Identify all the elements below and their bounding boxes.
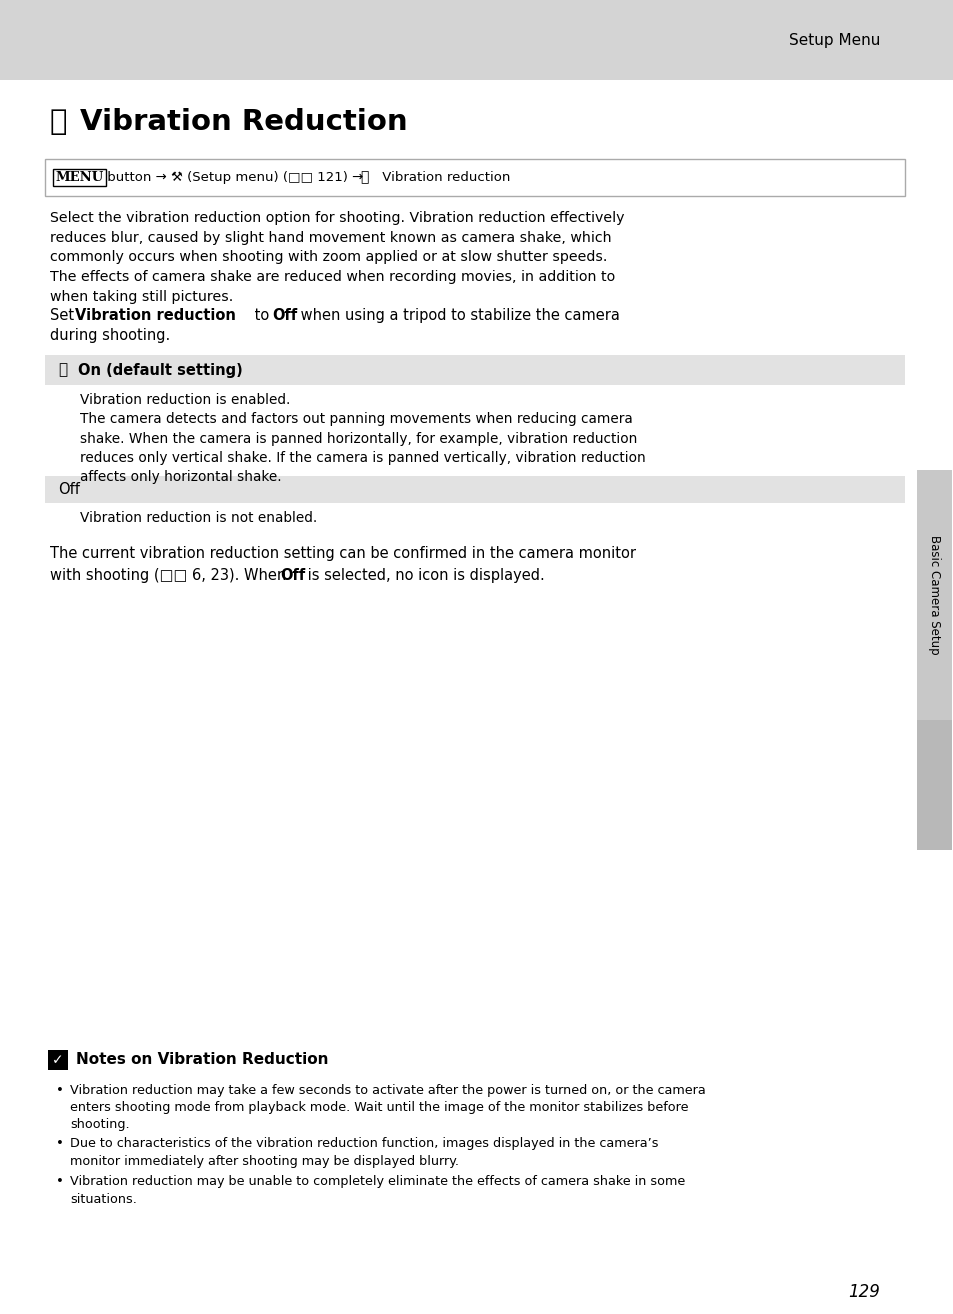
Text: Select the vibration reduction option for shooting. Vibration reduction effectiv: Select the vibration reduction option fo… [50, 212, 624, 304]
Bar [45, 355, 904, 385]
Bar [45, 159, 904, 196]
Text: Ⓒ: Ⓒ [58, 363, 67, 377]
Text: Due to characteristics of the vibration reduction function, images displayed in : Due to characteristics of the vibration … [70, 1138, 658, 1168]
Text: with shooting (□□ 6, 23). When: with shooting (□□ 6, 23). When [50, 568, 291, 583]
Text: Vibration Reduction: Vibration Reduction [80, 108, 407, 137]
Bar [48, 1050, 68, 1070]
Text: Vibration reduction: Vibration reduction [75, 307, 235, 323]
Bar [916, 470, 951, 720]
Text: •: • [56, 1176, 64, 1188]
Text: Setup Menu: Setup Menu [788, 33, 879, 47]
Text: Set: Set [50, 307, 79, 323]
Text: is selected, no icon is displayed.: is selected, no icon is displayed. [303, 568, 544, 583]
Text: Off: Off [272, 307, 297, 323]
Text: Notes on Vibration Reduction: Notes on Vibration Reduction [76, 1053, 328, 1067]
Text: Vibration reduction may be unable to completely eliminate the effects of camera : Vibration reduction may be unable to com… [70, 1176, 684, 1206]
Text: during shooting.: during shooting. [50, 328, 170, 343]
Text: Vibration reduction is enabled.
The camera detects and factors out panning movem: Vibration reduction is enabled. The came… [80, 393, 645, 484]
Text: ✓: ✓ [52, 1053, 64, 1067]
Text: button → ⚒ (Setup menu) (□□ 121) →: button → ⚒ (Setup menu) (□□ 121) → [103, 171, 367, 184]
Text: On (default setting): On (default setting) [78, 363, 242, 377]
Text: Vibration reduction may take a few seconds to activate after the power is turned: Vibration reduction may take a few secon… [70, 1084, 705, 1131]
Text: Off: Off [280, 568, 305, 583]
Text: •: • [56, 1084, 64, 1097]
Text: Basic Camera Setup: Basic Camera Setup [927, 535, 940, 654]
Bar [916, 720, 951, 850]
Bar [45, 476, 904, 503]
Text: The current vibration reduction setting can be confirmed in the camera monitor: The current vibration reduction setting … [50, 547, 636, 561]
Bar [0, 0, 953, 80]
Text: Off: Off [58, 482, 80, 497]
Text: Vibration reduction: Vibration reduction [377, 171, 510, 184]
Text: Ⓒ: Ⓒ [359, 171, 368, 184]
Text: when using a tripod to stabilize the camera: when using a tripod to stabilize the cam… [295, 307, 619, 323]
Text: MENU: MENU [55, 171, 103, 184]
Text: •: • [56, 1138, 64, 1151]
Text: Vibration reduction is not enabled.: Vibration reduction is not enabled. [80, 511, 317, 526]
Text: Ⓒ: Ⓒ [50, 108, 68, 137]
Text: 129: 129 [847, 1282, 879, 1301]
Text: to: to [250, 307, 274, 323]
